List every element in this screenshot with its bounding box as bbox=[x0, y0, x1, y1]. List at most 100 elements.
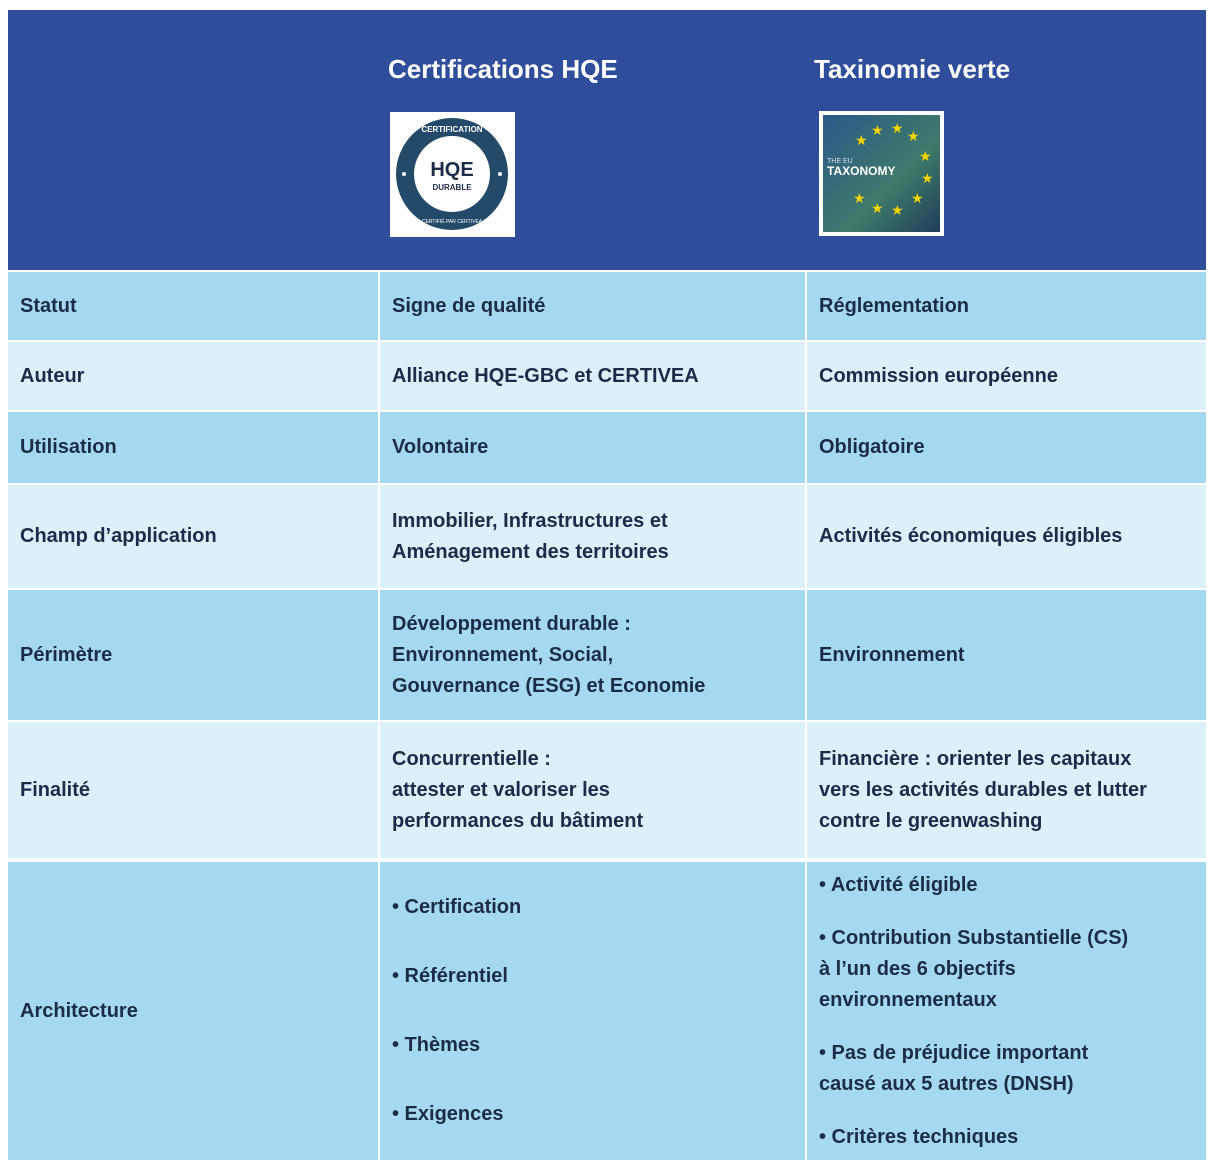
cell-text: • Critères techniques bbox=[819, 1125, 1019, 1148]
table-cell: Développement durable : Environnement, So… bbox=[380, 590, 805, 720]
cell-text: • Pas de préjudice important bbox=[819, 1041, 1089, 1064]
logo-text: DURABLE bbox=[432, 183, 472, 192]
table-cell: Immobilier, Infrastructures et Aménagemen… bbox=[380, 485, 805, 588]
svg-text:★: ★ bbox=[891, 120, 904, 136]
cell-text: Signe de qualité bbox=[392, 294, 546, 317]
cell-text: Concurrentielle : bbox=[392, 747, 551, 770]
paragraph: • Activité éligible bbox=[819, 870, 1206, 901]
cell-text: contre le greenwashing bbox=[819, 809, 1043, 832]
header-title: Certifications HQE bbox=[388, 54, 618, 84]
cell-text: Aménagement des territoires bbox=[392, 540, 669, 563]
cell-text: Volontaire bbox=[392, 436, 489, 458]
cell-text: • Certification bbox=[392, 896, 522, 918]
cell-text: Immobilier, Infrastructures et bbox=[392, 509, 668, 532]
table-cell: Environnement bbox=[807, 590, 1206, 720]
svg-text:★: ★ bbox=[911, 190, 924, 206]
row-label: Champ d’application bbox=[8, 485, 378, 588]
table-cell: Volontaire bbox=[380, 412, 805, 483]
cell-text: Financière : orienter les capitaux bbox=[819, 747, 1132, 770]
cell-text: Activités économiques éligibles bbox=[819, 525, 1123, 547]
paragraph: Réglementation bbox=[819, 291, 1206, 322]
cell-text: Architecture bbox=[20, 999, 138, 1022]
cell-text: Commission européenne bbox=[819, 364, 1058, 387]
cell-text: • Référentiel bbox=[392, 965, 508, 987]
paragraph: Environnement bbox=[819, 640, 1206, 671]
logo-text: HQE bbox=[430, 159, 473, 181]
row-label: Utilisation bbox=[8, 412, 378, 483]
cell-text: attester et valoriser les bbox=[392, 778, 610, 801]
cell-text: • Contribution Substantielle (CS) bbox=[819, 926, 1129, 949]
paragraph: • Critères techniques bbox=[819, 1122, 1206, 1153]
cell-text: à l’un des 6 objectifs bbox=[819, 957, 1016, 980]
cell-text: vers les activités durables et lutter bbox=[819, 778, 1147, 801]
paragraph: Immobilier, Infrastructures et Aménagemen… bbox=[392, 506, 805, 568]
cell-text: Réglementation bbox=[819, 294, 970, 317]
row-label: Auteur bbox=[8, 342, 378, 410]
cell-text: causé aux 5 autres (DNSH) bbox=[819, 1072, 1074, 1095]
row-label: Finalité bbox=[8, 722, 378, 858]
svg-text:★: ★ bbox=[921, 170, 934, 186]
paragraph: Volontaire bbox=[392, 432, 805, 463]
paragraph: • Certification bbox=[392, 892, 805, 923]
cell-text: Périmètre bbox=[20, 643, 113, 666]
table-cell: Obligatoire bbox=[807, 412, 1206, 483]
svg-text:★: ★ bbox=[891, 202, 904, 218]
table-cell: Commission européenne bbox=[807, 342, 1206, 410]
cell-text: Statut bbox=[20, 294, 77, 317]
cell-text: Environnement bbox=[819, 643, 965, 666]
cell-text: environnementaux bbox=[819, 988, 997, 1011]
svg-text:★: ★ bbox=[855, 132, 868, 148]
cell-text: Champ d’application bbox=[20, 525, 217, 547]
cell-text: performances du bâtiment bbox=[392, 809, 644, 832]
paragraph: • Référentiel bbox=[392, 961, 805, 992]
cell-text: Auteur bbox=[20, 364, 85, 387]
logo-text: TAXONOMY bbox=[827, 164, 895, 178]
paragraph: • Pas de préjudice important causé aux 5 … bbox=[819, 1038, 1206, 1100]
cell-text: Finalité bbox=[20, 778, 91, 801]
paragraph: • Thèmes bbox=[392, 1030, 805, 1061]
paragraph: Financière : orienter les capitaux vers l… bbox=[819, 744, 1206, 837]
table-cell: • Activité éligible • Contribution Substa… bbox=[807, 862, 1206, 1160]
cell-text: • Activité éligible bbox=[819, 873, 978, 896]
table-cell: Activités économiques éligibles bbox=[807, 485, 1206, 588]
logo-text: CERTIFIÉ PAR CERTIVEA bbox=[422, 218, 483, 225]
table-cell: Réglementation bbox=[807, 272, 1206, 340]
paragraph: Commission européenne bbox=[819, 361, 1206, 392]
svg-text:★: ★ bbox=[871, 122, 884, 138]
svg-text:★: ★ bbox=[853, 190, 866, 206]
row-label: Périmètre bbox=[8, 590, 378, 720]
paragraph: Concurrentielle : attester et valoriser l… bbox=[392, 744, 805, 837]
cell-text: Développement durable : bbox=[392, 612, 631, 635]
paragraph: Développement durable : Environnement, So… bbox=[392, 609, 805, 702]
row-label: Statut bbox=[8, 272, 378, 340]
cell-text: Alliance HQE-GBC et CERTIVEA bbox=[392, 364, 699, 387]
paragraph: • Exigences bbox=[392, 1099, 805, 1130]
hqe-logo: CERTIFICATION HQE DURABLE CERTIFIÉ PAR C… bbox=[390, 112, 515, 237]
eu-taxonomy-logo: ★ ★ ★ ★★★ ★★★★ THE EU TAXONOMY bbox=[819, 111, 944, 236]
table-cell: Concurrentielle : attester et valoriser l… bbox=[380, 722, 805, 858]
logo-text: CERTIFICATION bbox=[421, 125, 482, 134]
table-cell: • Certification • Référentiel • Thèmes • Ex… bbox=[380, 862, 805, 1160]
cell-text: • Exigences bbox=[392, 1103, 504, 1125]
cell-text: Gouvernance (ESG) et Economie bbox=[392, 674, 706, 697]
table-header: Certifications HQE Taxinomie verte CERTI… bbox=[8, 10, 1206, 270]
paragraph: • Contribution Substantielle (CS) à l’un … bbox=[819, 923, 1206, 1016]
cell-text: Utilisation bbox=[20, 436, 117, 458]
table-cell: Alliance HQE-GBC et CERTIVEA bbox=[380, 342, 805, 410]
cell-text: Environnement, Social, bbox=[392, 643, 614, 666]
paragraph: Obligatoire bbox=[819, 432, 1206, 463]
paragraph: Alliance HQE-GBC et CERTIVEA bbox=[392, 361, 805, 392]
header-title: Taxinomie verte bbox=[814, 54, 1011, 84]
cell-text: • Thèmes bbox=[392, 1034, 481, 1056]
row-label: Architecture bbox=[8, 862, 378, 1160]
cell-text: Obligatoire bbox=[819, 436, 925, 458]
table-cell: Signe de qualité bbox=[380, 272, 805, 340]
paragraph: Activités économiques éligibles bbox=[819, 521, 1206, 552]
svg-text:★: ★ bbox=[871, 200, 884, 216]
table-cell: Financière : orienter les capitaux vers l… bbox=[807, 722, 1206, 858]
svg-text:★: ★ bbox=[919, 148, 932, 164]
logo-text: THE EU bbox=[827, 158, 853, 165]
svg-text:★: ★ bbox=[907, 128, 920, 144]
paragraph: Signe de qualité bbox=[392, 291, 805, 322]
